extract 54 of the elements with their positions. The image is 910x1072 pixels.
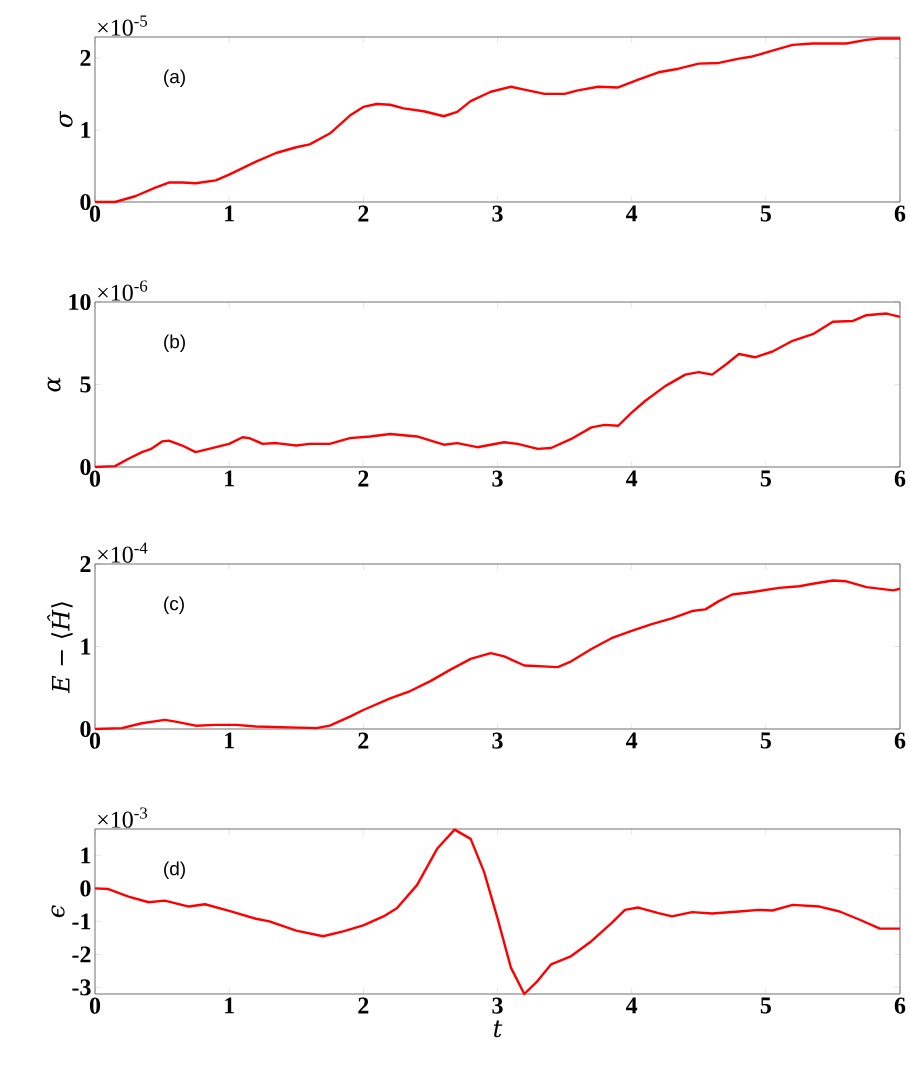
annotation: (c) [164, 596, 184, 615]
y-tick-label: -1 [72, 913, 91, 930]
x-tick-label: 3 [492, 470, 503, 487]
x-tick-label: 3 [492, 732, 503, 749]
y-tick-label: -2 [72, 946, 91, 963]
x-tick-label: 5 [760, 205, 771, 222]
y-tick-label: -3 [72, 979, 91, 996]
x-tick-label: 4 [625, 470, 638, 487]
annotation: (b) [164, 334, 185, 353]
annotation: (a) [164, 69, 185, 88]
y-tick-label: 0 [80, 193, 91, 211]
y-tick-label: 2 [80, 556, 91, 572]
y-axis-title: E − ⟨Ĥ⟩ [47, 602, 73, 694]
x-tick-label: 6 [894, 205, 906, 222]
x-tick-label: 1 [225, 997, 234, 1014]
x-tick-label: 6 [894, 470, 906, 487]
x-tick-label: 3 [492, 205, 503, 222]
y-axis-title: σ [59, 111, 73, 127]
y-tick-label: 0 [80, 880, 91, 897]
x-tick-label: 5 [760, 732, 771, 749]
x-tick-label: 1 [225, 732, 234, 749]
y-tick-label: 1 [81, 122, 91, 138]
text: ×10$^{-5}$ [98, 15, 148, 36]
text: ×10$^{-4}$ [98, 542, 148, 563]
line-series [93, 312, 902, 469]
y-tick-label: 5 [80, 376, 91, 393]
x-tick-label: 4 [625, 205, 638, 222]
y-tick-label: 0 [80, 720, 91, 738]
y-tick-label: 10 [69, 293, 91, 311]
x-tick-label: 6 [894, 997, 906, 1014]
x-tick-label: 2 [358, 470, 369, 487]
x-tick-label: 1 [225, 205, 234, 222]
line-series [93, 579, 902, 731]
x-tick-label: 2 [358, 732, 369, 749]
y-tick-label: 2 [80, 49, 91, 66]
y-axis-title: ϵ [51, 905, 65, 918]
text: ×10$^{-6}$ [98, 280, 148, 301]
y-tick-label: 1 [81, 638, 91, 655]
x-tick-label: 6 [894, 732, 906, 749]
x-tick-label: 3 [492, 997, 503, 1014]
x-tick-label: 2 [358, 997, 369, 1014]
annotation: (d) [164, 861, 185, 880]
x-axis-title: t [493, 1020, 503, 1038]
x-tick-label: 2 [358, 205, 369, 222]
x-tick-label: 4 [625, 732, 638, 749]
text: ×10$^{-3}$ [98, 807, 148, 828]
x-tick-label: 4 [625, 997, 638, 1014]
x-tick-label: 5 [760, 997, 771, 1014]
x-tick-label: 5 [760, 470, 771, 487]
line-series [93, 828, 902, 996]
y-tick-label: 0 [80, 458, 91, 476]
y-axis-title: α [47, 376, 61, 392]
x-tick-label: 1 [225, 470, 234, 487]
y-tick-label: 1 [81, 847, 91, 864]
